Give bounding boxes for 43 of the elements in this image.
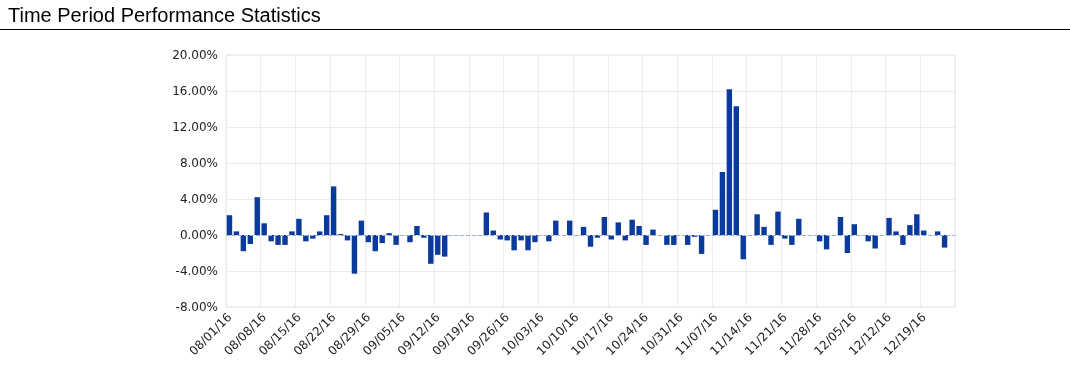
y-tick-label: 16.00% xyxy=(172,84,218,98)
bar xyxy=(643,235,649,245)
bar xyxy=(546,235,552,242)
y-tick-label: 0.00% xyxy=(179,228,218,242)
bar xyxy=(407,235,413,243)
bar xyxy=(768,235,774,245)
bar xyxy=(587,235,594,247)
bar xyxy=(566,220,573,235)
bar xyxy=(712,209,719,235)
bar xyxy=(844,235,851,253)
y-tick-label: 20.00% xyxy=(172,48,218,62)
bar xyxy=(934,231,941,235)
y-tick-label: -8.00% xyxy=(175,300,218,314)
bar xyxy=(775,211,781,235)
bar xyxy=(358,220,365,235)
bar xyxy=(719,172,726,235)
bar xyxy=(393,235,399,245)
bar xyxy=(414,226,420,235)
y-tick-label: 12.00% xyxy=(172,120,218,134)
bar xyxy=(483,212,490,235)
bar xyxy=(837,217,844,235)
bar xyxy=(796,218,802,235)
bar xyxy=(351,235,358,274)
bar xyxy=(941,235,948,248)
bar xyxy=(615,222,621,235)
y-tick-label: 4.00% xyxy=(179,192,218,206)
bar xyxy=(650,229,656,235)
bar xyxy=(580,226,587,235)
bar xyxy=(226,215,233,235)
bar xyxy=(851,224,858,235)
y-tick-label: -4.00% xyxy=(175,264,218,278)
bar xyxy=(233,231,240,235)
bar xyxy=(317,231,323,235)
bar xyxy=(330,186,337,235)
bar xyxy=(323,215,330,235)
bar xyxy=(733,106,740,235)
bar xyxy=(553,220,559,235)
y-tick-label: 8.00% xyxy=(179,156,218,170)
bar xyxy=(441,235,448,257)
chart-title: Time Period Performance Statistics xyxy=(0,0,1070,30)
bar xyxy=(726,89,733,235)
bar xyxy=(900,235,906,245)
bar xyxy=(601,217,608,235)
